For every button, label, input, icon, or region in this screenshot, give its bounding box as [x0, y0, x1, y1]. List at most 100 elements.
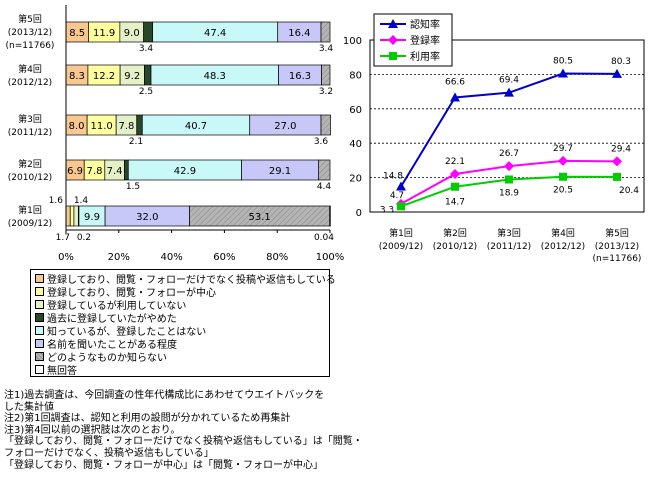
category-label: (n=11766): [6, 41, 55, 51]
data-label: 27.0: [274, 121, 296, 132]
category-label: (2010/12): [8, 173, 52, 183]
stacked-bar-chart: 第5回 (2013/12) (n=11766) 第4回 (2012/12) 第3回 (201…: [6, 5, 345, 263]
x-tick-label: (2010/12): [433, 242, 477, 252]
data-label: 0.04: [314, 233, 334, 243]
data-label: 2.1: [129, 137, 143, 147]
category-label: 第5回: [18, 13, 42, 25]
legend-label: 名前を聞いたことがある程度: [47, 340, 177, 351]
y-tick-label: 80: [349, 70, 362, 81]
data-point: [559, 172, 567, 181]
data-label: 53.1: [249, 212, 271, 223]
data-point: [397, 202, 405, 211]
data-label: 8.3: [69, 71, 85, 82]
legend-label: 過去に登録していたがやめた: [47, 314, 177, 325]
x-tick-label: 第1回: [389, 227, 413, 239]
data-label: 7.8: [119, 121, 135, 132]
legend-swatch: [35, 339, 44, 348]
x-tick-label: 第4回: [551, 227, 575, 239]
data-label: 9.9: [84, 212, 100, 223]
bar-segment: [65, 205, 71, 227]
data-label: 22.1: [445, 157, 465, 167]
legend-label: 認知率: [410, 18, 440, 31]
category-label: 第4回: [18, 63, 42, 75]
note-line: 「登録しており、閲覧・フォローが中心」は「閲覧・フォローが中心」: [4, 459, 323, 471]
x-tick-label: 20%: [108, 252, 130, 263]
legend-label: 登録しており、閲覧・フォローが中心: [47, 288, 216, 299]
data-label: 11.9: [93, 28, 115, 39]
x-tick-label: 第3回: [497, 227, 521, 239]
legend-swatch: [35, 300, 44, 309]
data-label: 26.7: [499, 149, 519, 159]
bar-segment: [69, 205, 75, 227]
data-label: 48.3: [204, 71, 226, 82]
data-point: [450, 92, 460, 102]
data-label: 3.4: [319, 44, 334, 54]
data-label: 4.4: [317, 182, 332, 192]
legend-marker: [388, 19, 398, 28]
x-tick-label: 80%: [266, 252, 288, 263]
data-label: 3.6: [314, 137, 329, 147]
data-label: 3.4: [139, 44, 154, 54]
category-label: (2012/12): [8, 78, 52, 88]
data-label: 20.5: [553, 186, 573, 196]
data-label: 2.5: [139, 87, 153, 97]
bar-segment: [143, 21, 153, 43]
data-label: 7.8: [87, 166, 103, 177]
data-label: 14.8: [383, 172, 403, 182]
x-tick-label: (2012/12): [541, 242, 585, 252]
bar-segment: [123, 159, 129, 181]
legend-item: 無回答: [35, 363, 325, 377]
category-label: 第2回: [18, 158, 42, 170]
legend-label: 登録しており、閲覧・フォローだけでなく投稿や返信もしている: [47, 275, 336, 286]
category-label: (2009/12): [8, 219, 52, 229]
x-tick-label: 100%: [316, 252, 345, 263]
legend-swatch: [35, 287, 44, 296]
data-label: 80.3: [611, 57, 631, 67]
legend-item: 登録しており、閲覧・フォローが中心: [35, 285, 325, 299]
bar-segment: [321, 64, 331, 86]
x-tick-label: 40%: [160, 252, 182, 263]
y-tick-label: 100: [343, 36, 362, 47]
x-tick-label: 第5回: [605, 227, 629, 239]
x-tick-label: (2013/12): [595, 242, 639, 252]
data-label: 47.4: [204, 28, 226, 39]
data-label: 69.4: [499, 76, 519, 86]
data-label: 80.5: [553, 57, 573, 67]
data-point: [396, 181, 406, 191]
data-point: [505, 175, 513, 184]
category-label: 第3回: [18, 113, 42, 125]
data-label: 29.4: [611, 144, 631, 154]
legend-label: どのようなものか知らない: [47, 353, 167, 364]
data-label: 16.4: [288, 28, 310, 39]
data-label: 1.4: [74, 196, 89, 206]
data-label: 3.3: [380, 205, 394, 215]
data-point: [612, 156, 622, 167]
bars: 8.5 11.9 9.0 47.4 16.4 8.3 12.2 9.2 48.3 16.3 8.0 1…: [49, 21, 334, 243]
data-label: 9.0: [124, 28, 140, 39]
category-labels: 第5回 (2013/12) (n=11766) 第4回 (2012/12) 第3回 (201…: [6, 13, 55, 229]
legend-item: 登録しているが利用していない: [35, 298, 325, 312]
data-label: 1.7: [56, 233, 70, 243]
data-point: [451, 182, 459, 191]
data-label: 14.7: [445, 198, 465, 208]
legend-swatch: [35, 326, 44, 335]
bar-segment: [318, 159, 331, 181]
data-label: 3.2: [319, 87, 333, 97]
data-label: 16.3: [289, 71, 311, 82]
data-point: [612, 68, 622, 78]
data-label: 8.0: [69, 121, 85, 132]
data-point: [504, 161, 514, 172]
legend-label: 登録率: [410, 34, 440, 47]
x-tick-label: (2009/12): [379, 242, 423, 252]
legend-marker: [389, 52, 397, 60]
data-label: 0.2: [77, 233, 91, 243]
data-label: 29.7: [553, 144, 573, 154]
data-point: [504, 87, 514, 97]
category-label: 第1回: [18, 204, 42, 216]
note-line: 注3)第4回以前の選択肢は次のとおり。: [4, 424, 181, 436]
data-label: 20.4: [619, 186, 639, 196]
y-tick-label: 60: [349, 105, 362, 116]
legend-label: 知っているが、登録したことはない: [47, 327, 207, 338]
axes: 0 20 40 60 80 100 第1回 (2009/12) 第2回 (2010/12) 第3回 (…: [343, 36, 645, 264]
